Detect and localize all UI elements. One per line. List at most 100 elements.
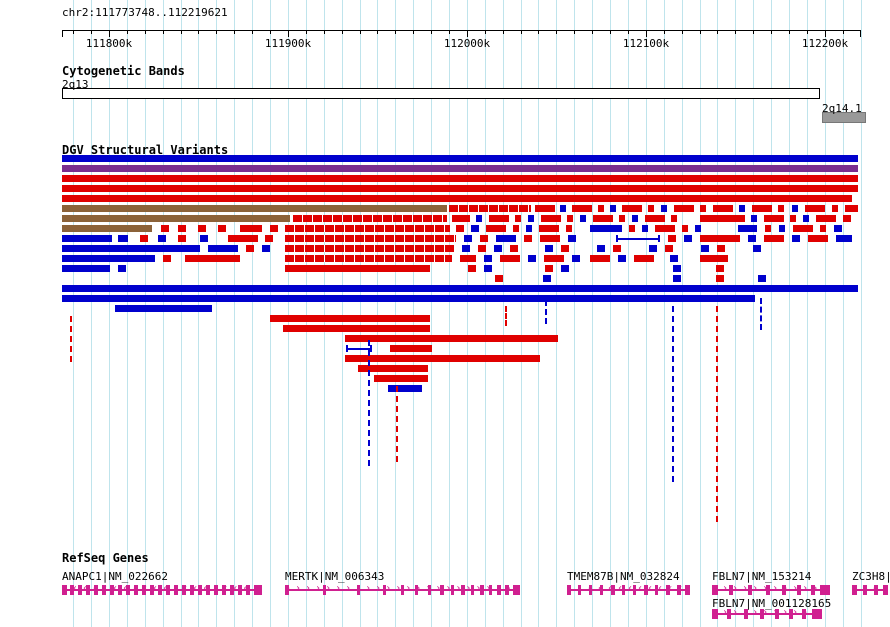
dgv-variant-bar[interactable] — [645, 215, 665, 222]
dgv-variant-bar[interactable] — [510, 245, 518, 252]
dgv-variant-bar[interactable] — [62, 165, 858, 172]
dgv-variant-bar[interactable] — [545, 245, 553, 252]
dgv-variant-bar[interactable] — [700, 215, 745, 222]
dgv-variant-bar[interactable] — [346, 345, 372, 352]
dgv-variant-bar[interactable] — [618, 255, 626, 262]
dgv-variant-bar[interactable] — [178, 225, 186, 232]
gene[interactable]: ‹‹‹‹‹‹‹‹‹‹‹‹‹ — [567, 583, 690, 596]
dgv-variant-bar[interactable] — [468, 265, 476, 272]
dgv-variant-bar[interactable] — [820, 225, 826, 232]
dgv-variant-bar[interactable] — [684, 235, 692, 242]
dgv-variant-bar[interactable] — [515, 215, 521, 222]
dgv-variant-bar[interactable] — [793, 225, 813, 232]
dgv-variant-bar[interactable] — [118, 265, 126, 272]
dgv-variant-bar[interactable] — [471, 225, 479, 232]
dgv-variant-bar[interactable] — [671, 215, 677, 222]
gene[interactable]: ›››››››››››››››››››››››››› — [285, 583, 520, 596]
dgv-variant-bar[interactable] — [62, 155, 858, 162]
gene[interactable]: ‹‹‹‹ — [852, 583, 888, 596]
dgv-variant-bar[interactable] — [283, 325, 430, 332]
dgv-variant-bar[interactable] — [593, 215, 613, 222]
dgv-variant-bar[interactable] — [670, 255, 678, 262]
dgv-variant-bar[interactable] — [456, 225, 464, 232]
cytoband-2q13[interactable] — [62, 88, 820, 99]
dgv-variant-bar[interactable] — [452, 215, 470, 222]
dgv-variant-bar[interactable] — [541, 215, 561, 222]
dgv-variant-bar[interactable] — [701, 245, 709, 252]
dgv-variant-bar[interactable] — [62, 235, 112, 242]
dgv-variant-bar[interactable] — [545, 265, 553, 272]
dgv-variant-bar[interactable] — [597, 245, 605, 252]
dgv-variant-bar[interactable] — [528, 255, 536, 262]
dgv-variant-bar[interactable] — [649, 245, 657, 252]
dgv-variant-dashed[interactable] — [716, 306, 718, 522]
dgv-variant-bar[interactable] — [345, 335, 558, 342]
dgv-variant-bar[interactable] — [834, 225, 842, 232]
dgv-variant-bar[interactable] — [115, 305, 212, 312]
dgv-variant-bar[interactable] — [717, 245, 725, 252]
dgv-variant-bar[interactable] — [539, 225, 559, 232]
gene[interactable]: ››››››››››››› — [712, 583, 830, 596]
dgv-variant-bar[interactable] — [285, 245, 455, 252]
dgv-variant-bar[interactable] — [779, 225, 785, 232]
dgv-variant-bar[interactable] — [700, 235, 740, 242]
dgv-variant-bar[interactable] — [270, 315, 430, 322]
dgv-variant-bar[interactable] — [832, 205, 838, 212]
dgv-variant-bar[interactable] — [62, 255, 155, 262]
dgv-variant-bar[interactable] — [486, 225, 506, 232]
dgv-variant-bar[interactable] — [198, 225, 206, 232]
dgv-variant-bar[interactable] — [480, 235, 488, 242]
dgv-variant-bar[interactable] — [158, 235, 166, 242]
dgv-variant-bar[interactable] — [713, 205, 733, 212]
dgv-variant-bar[interactable] — [228, 235, 258, 242]
dgv-variant-bar[interactable] — [590, 225, 622, 232]
dgv-variant-bar[interactable] — [495, 275, 503, 282]
dgv-variant-bar[interactable] — [460, 255, 476, 262]
dgv-variant-bar[interactable] — [632, 215, 638, 222]
dgv-variant-bar[interactable] — [753, 245, 761, 252]
dgv-variant-bar[interactable] — [748, 235, 756, 242]
dgv-variant-bar[interactable] — [673, 265, 681, 272]
dgv-variant-bar[interactable] — [285, 225, 450, 232]
dgv-variant-bar[interactable] — [285, 235, 456, 242]
dgv-variant-bar[interactable] — [622, 205, 642, 212]
dgv-variant-bar[interactable] — [751, 215, 757, 222]
dgv-variant-bar[interactable] — [590, 255, 610, 262]
dgv-variant-bar[interactable] — [543, 275, 551, 282]
dgv-variant-bar[interactable] — [462, 245, 470, 252]
dgv-variant-bar[interactable] — [218, 225, 226, 232]
dgv-variant-dashed[interactable] — [70, 316, 72, 362]
dgv-variant-bar[interactable] — [792, 235, 800, 242]
dgv-variant-bar[interactable] — [561, 245, 569, 252]
dgv-variant-bar[interactable] — [62, 265, 110, 272]
dgv-variant-bar[interactable] — [700, 255, 728, 262]
dgv-variant-bar[interactable] — [610, 205, 616, 212]
dgv-variant-bar[interactable] — [526, 225, 532, 232]
dgv-variant-bar[interactable] — [270, 225, 278, 232]
dgv-variant-bar[interactable] — [185, 255, 240, 262]
dgv-variant-bar[interactable] — [695, 225, 701, 232]
dgv-variant-bar[interactable] — [790, 215, 796, 222]
gene[interactable]: ›››››››››››› — [712, 607, 822, 620]
dgv-variant-bar[interactable] — [345, 355, 540, 362]
dgv-variant-bar[interactable] — [561, 265, 569, 272]
dgv-variant-bar[interactable] — [598, 205, 604, 212]
dgv-variant-bar[interactable] — [567, 215, 573, 222]
dgv-variant-dashed[interactable] — [672, 306, 674, 482]
dgv-variant-bar[interactable] — [496, 235, 516, 242]
dgv-variant-bar[interactable] — [665, 245, 673, 252]
dgv-variant-bar[interactable] — [572, 205, 592, 212]
dgv-variant-bar[interactable] — [634, 255, 654, 262]
dgv-variant-bar[interactable] — [778, 205, 784, 212]
dgv-variant-bar[interactable] — [535, 205, 555, 212]
dgv-variant-bar[interactable] — [390, 345, 432, 352]
dgv-variant-bar[interactable] — [668, 235, 676, 242]
dgv-variant-bar[interactable] — [803, 215, 809, 222]
dgv-variant-bar[interactable] — [262, 245, 270, 252]
gene[interactable]: ‹‹‹‹‹‹‹‹‹‹‹‹‹‹‹‹‹‹‹‹‹‹ — [62, 583, 262, 596]
dgv-variant-bar[interactable] — [208, 245, 238, 252]
dgv-variant-bar[interactable] — [240, 225, 262, 232]
dgv-variant-bar[interactable] — [62, 195, 852, 202]
dgv-variant-bar[interactable] — [738, 225, 757, 232]
dgv-variant-bar[interactable] — [285, 265, 430, 272]
